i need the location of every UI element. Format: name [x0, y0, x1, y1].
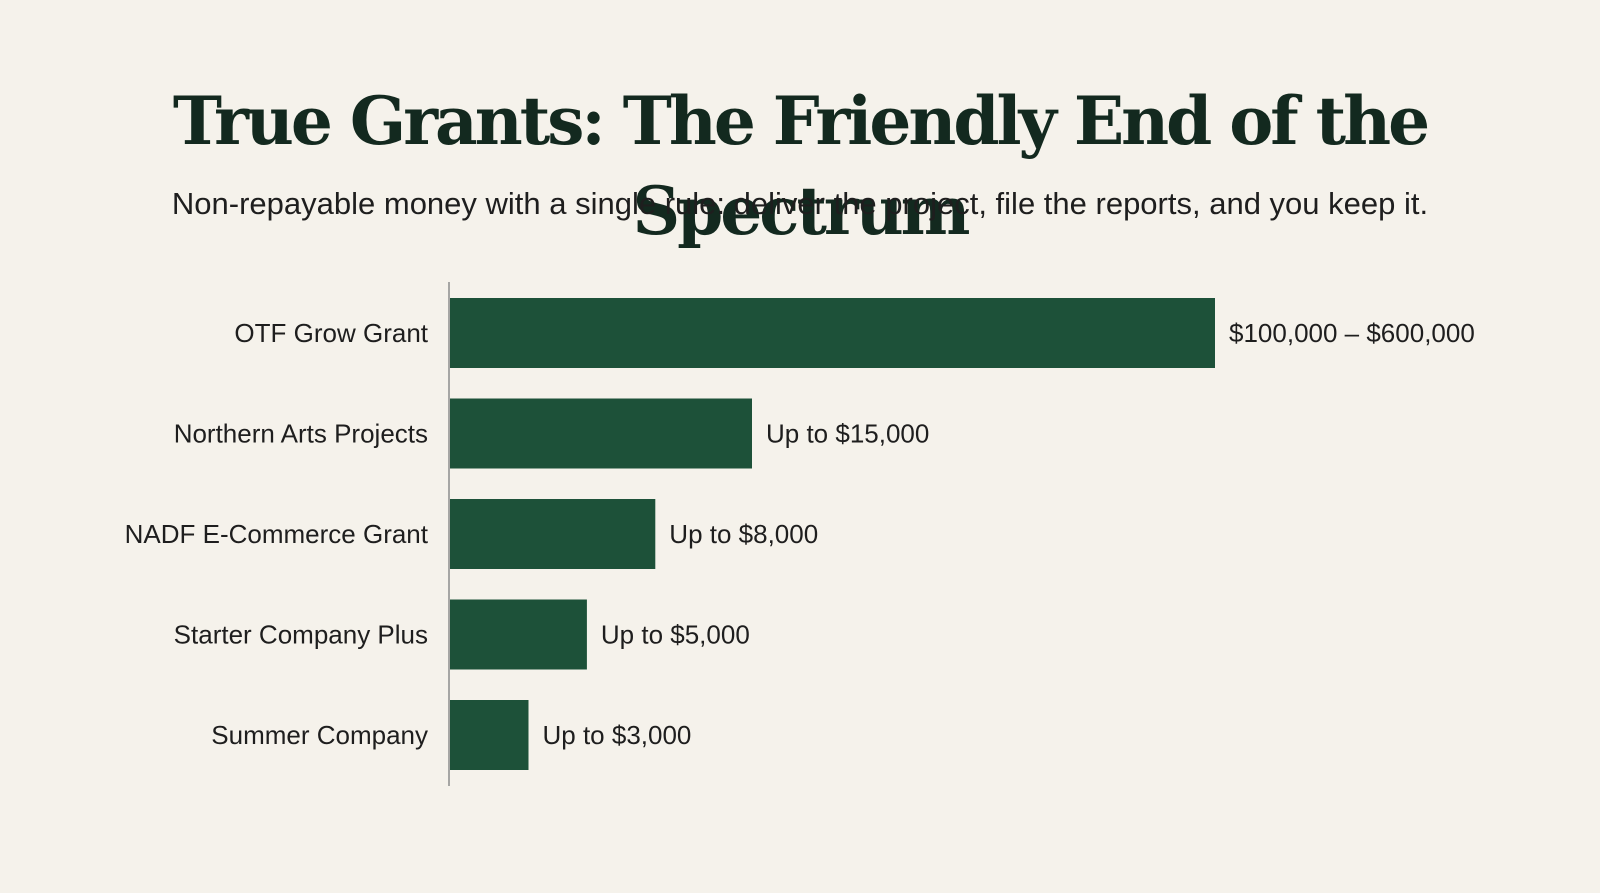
category-label: Summer Company — [211, 720, 428, 750]
bar — [450, 499, 656, 569]
bar — [450, 298, 1215, 368]
value-label: Up to $5,000 — [601, 620, 750, 650]
slide-subtitle: Non-repayable money with a single rule: … — [171, 186, 1429, 221]
slide-title: True Grants: The Friendly End of the Spe… — [172, 82, 1430, 250]
category-label: OTF Grow Grant — [234, 318, 428, 348]
bar — [450, 398, 752, 469]
category-label: Northern Arts Projects — [174, 419, 428, 449]
value-label: Up to $3,000 — [543, 720, 692, 750]
value-label: Up to $8,000 — [669, 519, 818, 549]
bar — [450, 599, 587, 670]
value-label: $100,000 – $600,000 — [1229, 318, 1475, 348]
category-label: Starter Company Plus — [174, 620, 428, 650]
bar — [450, 700, 529, 770]
value-label: Up to $15,000 — [766, 419, 929, 449]
category-label: NADF E-Commerce Grant — [125, 519, 429, 549]
